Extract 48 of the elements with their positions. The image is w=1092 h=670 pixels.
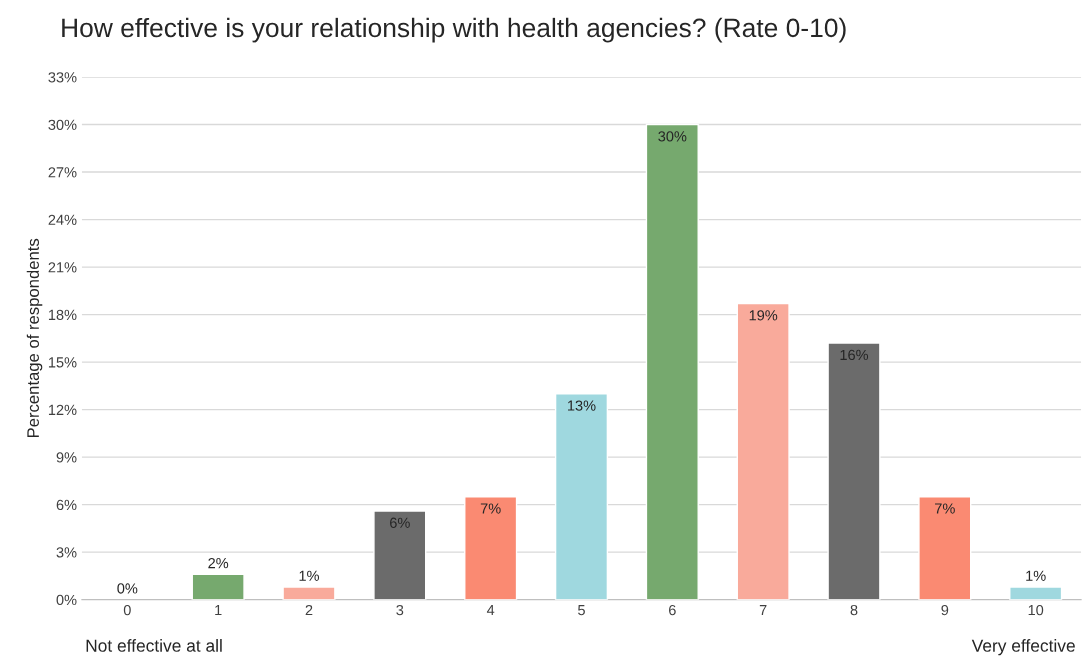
x-tick-label: 7: [759, 605, 767, 616]
data-label: 7%: [935, 503, 955, 514]
x-tick-label: 9: [941, 604, 949, 616]
bar: [645, 123, 699, 600]
y-tick-label: 18%: [48, 309, 77, 321]
x-tick-label: 2: [305, 604, 313, 616]
data-label: 19%: [749, 310, 778, 321]
x-tick-label: 4: [486, 605, 495, 616]
y-tick-label: 12%: [48, 404, 77, 415]
y-tick-label: 24%: [48, 214, 77, 225]
y-axis-title: Percentage of respondents: [26, 238, 43, 438]
bar: [373, 510, 427, 600]
y-tick-label: 30%: [48, 119, 77, 130]
y-tick-label: 21%: [48, 262, 77, 273]
y-tick-label: 0%: [56, 594, 77, 606]
y-tick-label: 9%: [56, 452, 77, 463]
x-tick-label: 6: [669, 604, 676, 616]
bar: [918, 496, 972, 600]
y-tick-label: 33%: [48, 72, 77, 83]
text: Not effective at all: [86, 639, 222, 652]
bar: [191, 573, 245, 600]
bar: [736, 302, 790, 600]
bar: [464, 496, 518, 600]
data-label: 2%: [208, 557, 229, 569]
x-tick-label: 1: [215, 605, 222, 616]
x-tick-label: 0: [123, 604, 131, 616]
y-tick-label: 6%: [56, 499, 77, 511]
x-tick-label: 5: [578, 605, 585, 616]
bar: [282, 586, 336, 600]
data-label: 6%: [390, 517, 410, 528]
y-tick-label: 15%: [48, 357, 77, 368]
data-label: 7%: [480, 503, 501, 514]
x-tick-label: 8: [850, 604, 858, 616]
text: Very effective: [971, 639, 1075, 656]
data-label: 16%: [840, 349, 869, 361]
data-label: 1%: [1026, 570, 1046, 581]
x-tick-label: 3: [396, 604, 404, 616]
chart-title: How effective is your relationship with health agencies? (Rate 0-10): [62, 17, 846, 43]
data-label: 30%: [658, 131, 687, 142]
bar: [1009, 586, 1063, 600]
data-label: 0%: [117, 583, 138, 594]
x-tick-label: 10: [1028, 604, 1044, 616]
data-label: 1%: [299, 570, 320, 581]
y-tick-label: 27%: [48, 167, 77, 178]
data-label: 13%: [568, 400, 596, 411]
bar: [554, 393, 609, 600]
y-tick-label: 3%: [56, 547, 77, 558]
bar: [827, 342, 881, 600]
